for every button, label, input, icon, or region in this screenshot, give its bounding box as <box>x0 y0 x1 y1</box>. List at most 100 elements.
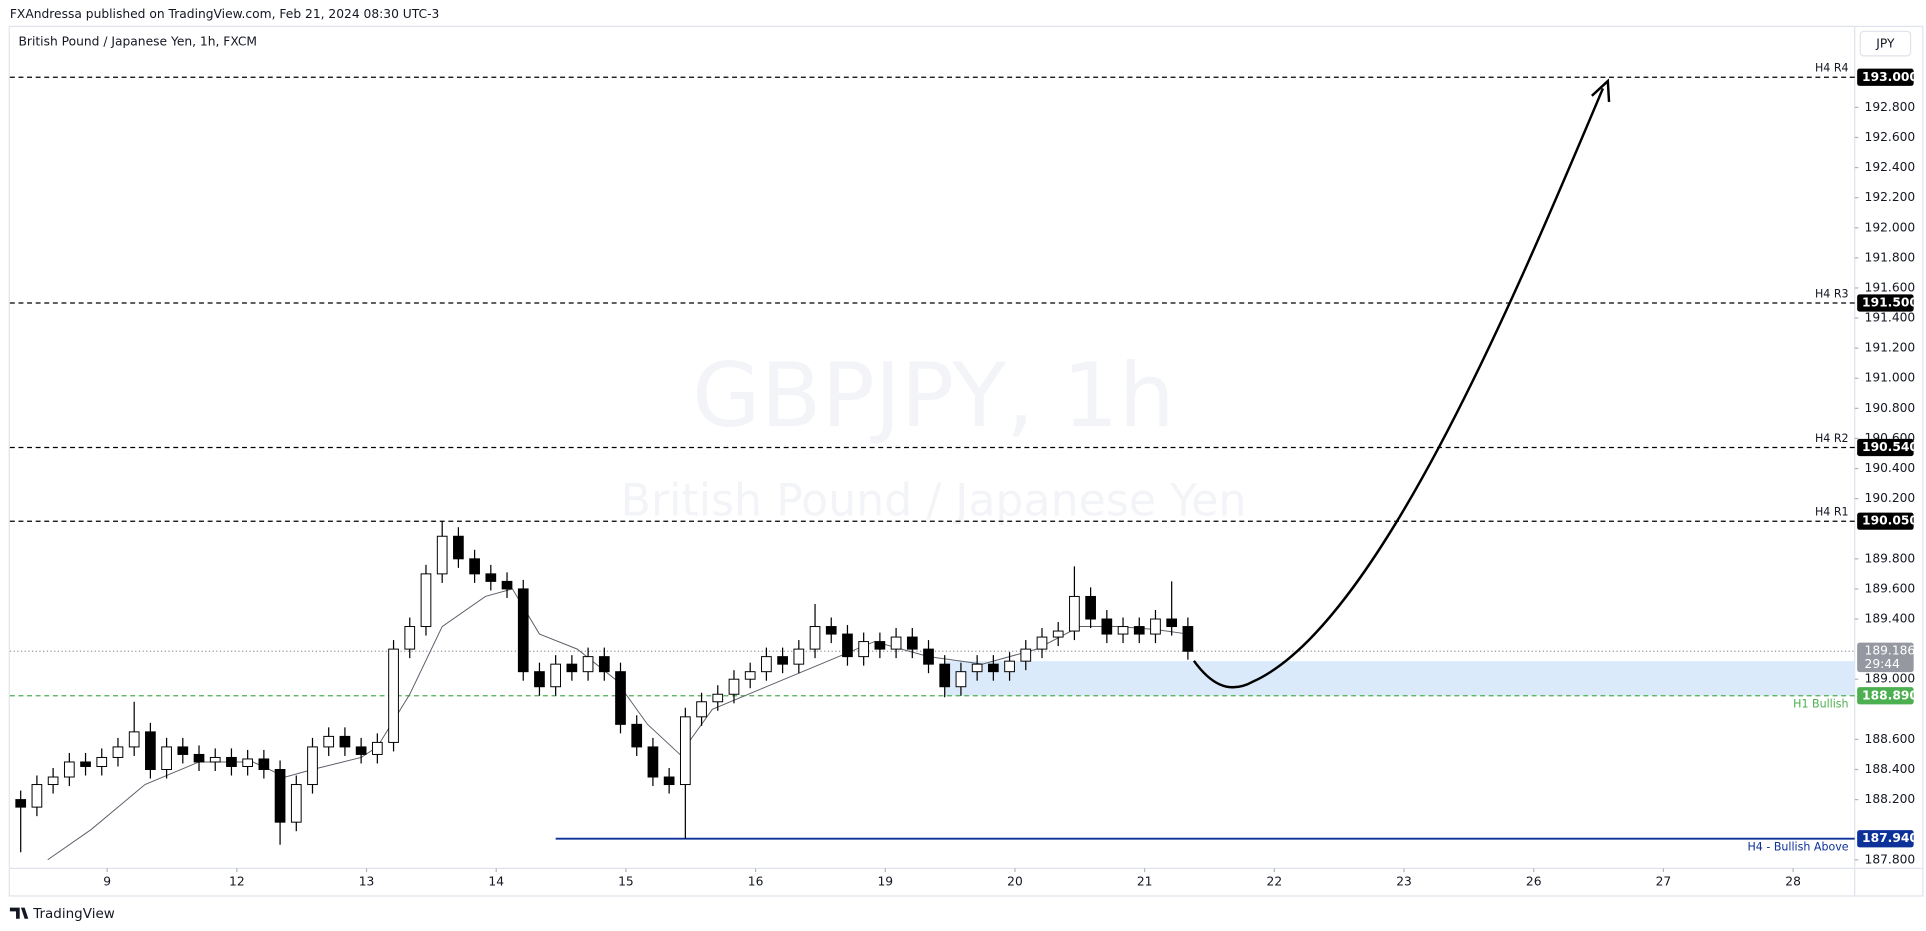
candle-body <box>307 746 318 786</box>
y-tick-label: 191.400 <box>1865 311 1916 325</box>
candle <box>550 655 562 696</box>
candle <box>517 579 529 681</box>
candle <box>906 628 918 659</box>
candle <box>1052 622 1064 647</box>
candle <box>566 655 578 681</box>
level-badge <box>1857 294 1914 312</box>
candle <box>15 790 27 853</box>
candle-body <box>744 671 756 680</box>
candle-body <box>777 656 788 665</box>
x-tick-label: 28 <box>1785 874 1801 888</box>
x-tick-label: 14 <box>488 874 504 888</box>
candle <box>242 749 254 776</box>
candle-body <box>696 701 707 718</box>
level-badge-label: 187.940 <box>1862 831 1918 845</box>
candle-body <box>47 776 59 786</box>
level-name: H4 R2 <box>1815 432 1849 445</box>
candle-body <box>712 693 724 703</box>
price-axis: 187.800 188.200 188.400 188.600 189.000 189.4… <box>1854 68 1918 866</box>
candle-body <box>809 626 821 650</box>
level-name: H4 R4 <box>1815 62 1849 75</box>
candle-body <box>728 678 740 695</box>
candle-body <box>209 756 221 763</box>
candle <box>988 655 999 681</box>
candle-body <box>679 716 691 786</box>
candle-body <box>890 636 902 650</box>
candle-body <box>436 535 448 575</box>
candle <box>339 727 351 756</box>
candle-body <box>1020 648 1032 662</box>
candle <box>323 727 335 756</box>
candle-body <box>404 626 416 650</box>
candle <box>631 715 643 756</box>
candle <box>842 625 853 666</box>
candle-body <box>112 746 124 758</box>
candle <box>874 632 886 659</box>
candle <box>809 603 821 659</box>
candle <box>404 617 416 659</box>
candle <box>679 707 691 839</box>
currency-button[interactable] <box>1859 30 1912 57</box>
candle <box>955 662 967 696</box>
level-badge-label: 191.500 <box>1862 296 1918 310</box>
last-price-label: 189.186 <box>1865 644 1916 658</box>
y-tick-label: 191.000 <box>1865 371 1916 385</box>
candle-body <box>80 761 91 767</box>
candle <box>31 775 43 817</box>
y-tick-label: 189.400 <box>1865 612 1916 626</box>
candle-body <box>161 746 172 770</box>
candle-body <box>517 588 529 673</box>
candle <box>290 775 302 832</box>
level-badge-label: 190.050 <box>1862 514 1918 528</box>
candle-body <box>598 656 610 673</box>
candle <box>501 572 513 598</box>
currency-label[interactable]: JPY <box>1875 37 1895 51</box>
candle <box>161 737 172 779</box>
candle-body <box>485 573 497 582</box>
level-badge <box>1857 68 1914 86</box>
last-price-badge <box>1857 642 1914 673</box>
level-name: H4 R3 <box>1815 287 1849 300</box>
candle-body <box>631 723 643 748</box>
candle <box>647 737 659 787</box>
candle <box>145 722 156 779</box>
y-tick-label: 189.800 <box>1865 551 1916 565</box>
y-tick-label: 189.600 <box>1865 581 1916 595</box>
candle <box>226 748 237 776</box>
candle-body <box>145 731 156 770</box>
brand-logo: TradingView <box>9 906 115 922</box>
candle-body <box>1182 626 1194 652</box>
candle <box>80 752 91 776</box>
candle-body <box>501 580 513 590</box>
candle <box>96 748 108 776</box>
candle-body <box>177 746 189 755</box>
x-tick-label: 26 <box>1526 874 1542 888</box>
y-tick-label: 189.000 <box>1865 672 1916 686</box>
candle <box>209 748 221 771</box>
candle <box>307 737 318 794</box>
candle-body <box>971 663 983 673</box>
candle <box>1133 617 1145 644</box>
level-name: H1 Bullish <box>1793 697 1848 710</box>
candle-body <box>242 758 254 767</box>
projection-arrow <box>1192 87 1605 689</box>
candle <box>193 745 205 771</box>
y-tick-label: 191.200 <box>1865 341 1916 355</box>
level-badge <box>1857 512 1914 530</box>
candle <box>453 527 464 568</box>
candle <box>469 549 480 583</box>
candle-body <box>1069 595 1080 632</box>
logo-mark <box>9 907 29 919</box>
y-tick-label: 190.400 <box>1865 461 1916 475</box>
candle <box>744 662 756 689</box>
candle <box>355 737 367 764</box>
y-tick-label: 188.600 <box>1865 732 1916 746</box>
candle-body <box>371 741 383 755</box>
candle-body <box>469 558 480 575</box>
candle-body <box>1133 626 1145 635</box>
candle-body <box>988 663 999 673</box>
x-tick-label: 19 <box>877 874 893 888</box>
candle <box>534 662 545 696</box>
